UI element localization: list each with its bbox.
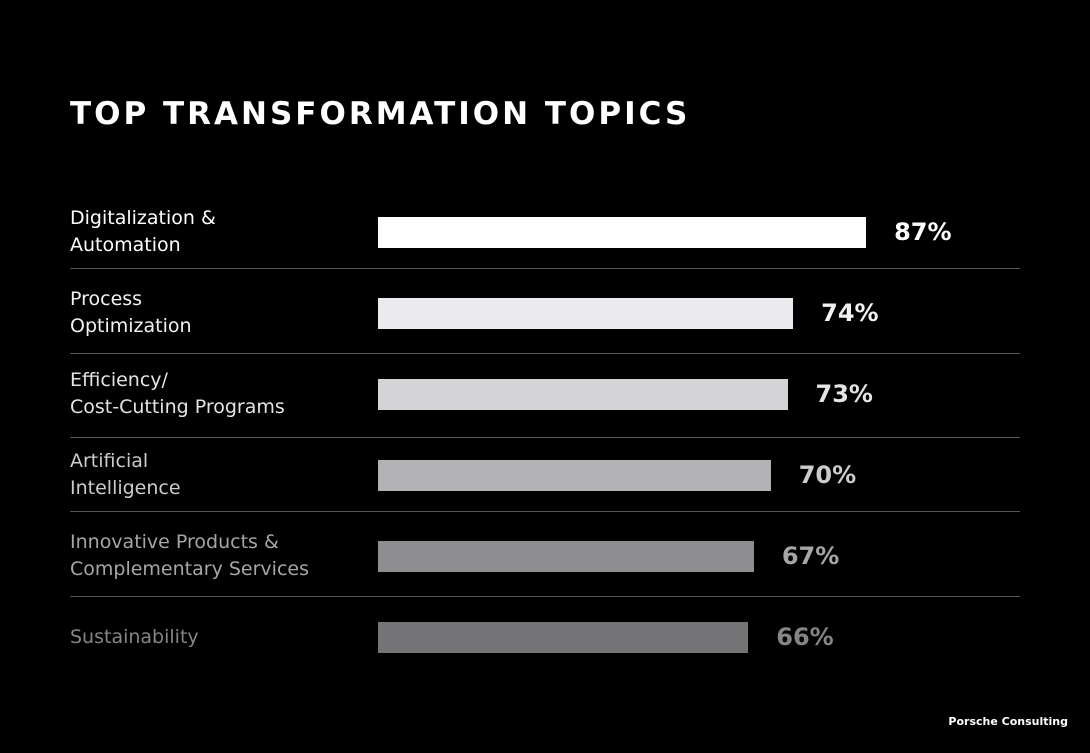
separator bbox=[70, 268, 1020, 269]
separator bbox=[70, 437, 1020, 438]
category-label: Digitalization & Automation bbox=[70, 207, 216, 256]
category-label: Artificial Intelligence bbox=[70, 450, 181, 499]
chart-title: TOP TRANSFORMATION TOPICS bbox=[70, 96, 691, 132]
category-label: Sustainability bbox=[70, 625, 199, 648]
separator bbox=[70, 596, 1020, 597]
separator bbox=[70, 511, 1020, 512]
category-label: Innovative Products & Complementary Serv… bbox=[70, 531, 309, 580]
bar bbox=[378, 540, 754, 572]
bar bbox=[378, 216, 867, 248]
value-label: 87% bbox=[894, 218, 952, 246]
bar bbox=[378, 621, 749, 653]
value-label: 73% bbox=[815, 380, 873, 408]
value-label: 70% bbox=[798, 461, 857, 489]
bar bbox=[378, 378, 788, 410]
category-label: Efficiency/ Cost-Cutting Programs bbox=[70, 369, 285, 418]
category-label: Process Optimization bbox=[70, 288, 192, 337]
value-label: 67% bbox=[781, 542, 840, 570]
source: Porsche Consulting bbox=[948, 715, 1068, 728]
bar bbox=[378, 297, 794, 329]
bar bbox=[378, 459, 771, 491]
value-label: 66% bbox=[776, 623, 834, 651]
value-label: 74% bbox=[821, 299, 879, 327]
separator bbox=[70, 353, 1020, 354]
